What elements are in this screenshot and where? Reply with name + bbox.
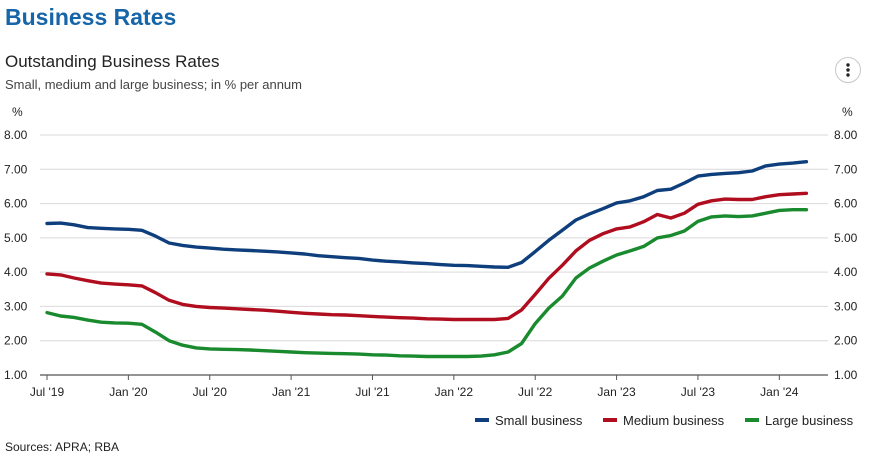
x-tick-label: Jul '22 [518, 385, 553, 399]
y-tick-label-left: 8.00 [4, 128, 28, 142]
x-tick-label: Jul '19 [30, 385, 65, 399]
chart-menu-button[interactable] [835, 57, 861, 83]
x-tick-label: Jul '23 [681, 385, 716, 399]
series-line-medium-business [45, 191, 809, 322]
chart-subtitle: Small, medium and large business; in % p… [5, 77, 302, 92]
y-tick-label-right: 1.00 [834, 368, 858, 382]
y-tick-label-right: 7.00 [834, 162, 858, 176]
y-tick-label-right: 8.00 [834, 128, 858, 142]
y-tick-label-left: 6.00 [4, 197, 28, 211]
y-tick-label-right: 4.00 [834, 265, 858, 279]
y-tick-label-left: 2.00 [4, 334, 28, 348]
x-tick-label: Jan '20 [109, 385, 148, 399]
y-tick-label-left: 1.00 [4, 368, 28, 382]
legend-label: Small business [495, 413, 583, 428]
chart-title: Outstanding Business Rates [5, 52, 220, 71]
y-tick-label-left: 4.00 [4, 265, 28, 279]
x-axis: Jul '19 Jan '20 Jul '20 Jan '21 Jul '21 Jan '… [30, 375, 799, 399]
y-tick-label-right: 5.00 [834, 231, 858, 245]
y-tick-label-left: 5.00 [4, 231, 28, 245]
page-title: Business Rates [5, 4, 177, 30]
y-axis-left: 1.00 2.00 3.00 4.00 5.00 6.00 7.00 8.00 [4, 128, 28, 382]
y-tick-label-left: 7.00 [4, 162, 28, 176]
y-tick-label-right: 3.00 [834, 299, 858, 313]
y-tick-label-left: 3.00 [4, 299, 28, 313]
more-vertical-icon [846, 63, 850, 77]
x-tick-label: Jul '20 [193, 385, 228, 399]
legend-item-small-business[interactable]: Small business [475, 413, 583, 428]
series-lines [45, 159, 809, 359]
legend: Small business Medium business Large busin… [475, 413, 854, 428]
series-line-large-business [45, 207, 809, 359]
legend-label: Medium business [623, 413, 725, 428]
y-tick-label-right: 6.00 [834, 197, 858, 211]
x-tick-label: Jan '22 [435, 385, 474, 399]
series-line-small-business [45, 159, 809, 269]
legend-item-large-business[interactable]: Large business [745, 413, 854, 428]
y-axis-unit-right: % [842, 105, 853, 119]
x-tick-label: Jan '21 [272, 385, 311, 399]
y-axis-right: 1.00 2.00 3.00 4.00 5.00 6.00 7.00 8.00 [834, 128, 858, 382]
gridlines [40, 134, 828, 376]
x-tick-label: Jan '24 [760, 385, 799, 399]
source-note: Sources: APRA; RBA [5, 440, 120, 454]
legend-label: Large business [765, 413, 854, 428]
x-tick-label: Jan '23 [597, 385, 636, 399]
x-tick-label: Jul '21 [355, 385, 390, 399]
y-tick-label-right: 2.00 [834, 334, 858, 348]
legend-item-medium-business[interactable]: Medium business [603, 413, 725, 428]
y-axis-unit-left: % [12, 105, 23, 119]
